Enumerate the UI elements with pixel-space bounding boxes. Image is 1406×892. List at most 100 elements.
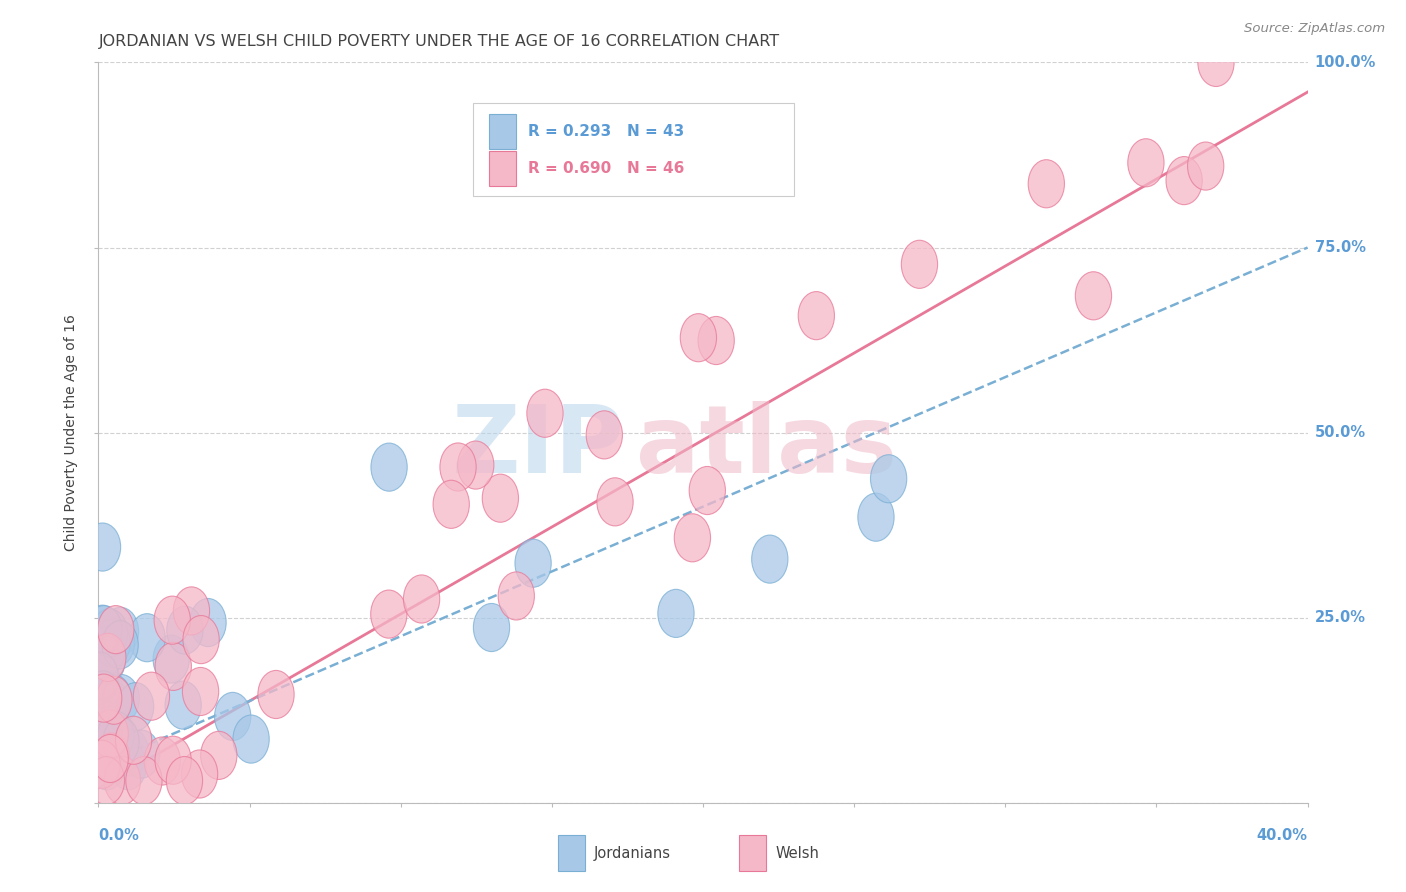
Ellipse shape [86, 660, 121, 708]
Ellipse shape [440, 443, 477, 491]
Ellipse shape [96, 676, 132, 724]
Ellipse shape [86, 674, 122, 723]
Ellipse shape [82, 652, 118, 700]
Ellipse shape [98, 618, 135, 666]
Ellipse shape [1166, 156, 1202, 204]
Ellipse shape [91, 678, 128, 726]
Ellipse shape [201, 731, 238, 780]
Ellipse shape [799, 292, 835, 340]
Ellipse shape [697, 317, 734, 365]
Ellipse shape [183, 615, 219, 664]
Ellipse shape [86, 725, 121, 773]
Ellipse shape [129, 614, 165, 662]
Text: 100.0%: 100.0% [1315, 55, 1376, 70]
Ellipse shape [96, 674, 131, 723]
Ellipse shape [689, 467, 725, 515]
Text: 75.0%: 75.0% [1315, 240, 1365, 255]
Ellipse shape [658, 590, 695, 638]
Ellipse shape [527, 389, 564, 437]
Ellipse shape [89, 636, 125, 684]
Y-axis label: Child Poverty Under the Age of 16: Child Poverty Under the Age of 16 [65, 314, 79, 551]
Ellipse shape [1028, 160, 1064, 208]
Ellipse shape [165, 681, 201, 729]
Ellipse shape [110, 742, 146, 789]
Ellipse shape [215, 692, 250, 740]
Ellipse shape [901, 240, 938, 288]
Ellipse shape [134, 673, 170, 720]
Ellipse shape [1188, 142, 1223, 190]
Ellipse shape [155, 642, 191, 690]
Ellipse shape [91, 734, 128, 782]
Ellipse shape [167, 606, 202, 654]
Ellipse shape [1076, 272, 1112, 320]
Ellipse shape [145, 737, 180, 785]
Text: atlas: atlas [637, 401, 897, 493]
Ellipse shape [404, 575, 440, 623]
Ellipse shape [371, 443, 408, 491]
Ellipse shape [89, 742, 125, 789]
Ellipse shape [112, 728, 149, 776]
Ellipse shape [84, 605, 121, 653]
FancyBboxPatch shape [489, 113, 516, 149]
FancyBboxPatch shape [558, 836, 585, 871]
Text: R = 0.690   N = 46: R = 0.690 N = 46 [527, 161, 685, 176]
Ellipse shape [89, 756, 125, 805]
Text: 40.0%: 40.0% [1257, 828, 1308, 843]
Ellipse shape [98, 711, 134, 759]
Ellipse shape [752, 535, 787, 583]
Text: R = 0.293   N = 43: R = 0.293 N = 43 [527, 124, 683, 139]
Ellipse shape [433, 480, 470, 528]
FancyBboxPatch shape [740, 836, 766, 871]
Text: ZIP: ZIP [451, 401, 624, 493]
Ellipse shape [84, 523, 121, 571]
Text: 50.0%: 50.0% [1315, 425, 1365, 440]
FancyBboxPatch shape [489, 151, 516, 186]
Ellipse shape [181, 750, 218, 798]
Ellipse shape [257, 671, 294, 719]
Ellipse shape [84, 671, 121, 719]
Ellipse shape [82, 657, 118, 704]
Ellipse shape [482, 475, 519, 522]
Ellipse shape [97, 606, 134, 654]
Ellipse shape [371, 590, 406, 638]
Ellipse shape [89, 627, 125, 675]
Ellipse shape [155, 736, 191, 784]
Ellipse shape [190, 599, 226, 647]
Ellipse shape [82, 627, 118, 675]
Ellipse shape [125, 756, 162, 805]
Text: 0.0%: 0.0% [98, 828, 139, 843]
Text: Welsh: Welsh [776, 846, 820, 861]
Ellipse shape [153, 635, 190, 683]
Ellipse shape [93, 733, 129, 781]
Ellipse shape [858, 493, 894, 541]
Ellipse shape [183, 667, 219, 715]
Ellipse shape [124, 730, 160, 778]
Ellipse shape [103, 621, 138, 669]
Ellipse shape [103, 607, 139, 656]
Ellipse shape [103, 717, 139, 765]
Ellipse shape [90, 633, 127, 681]
Ellipse shape [233, 715, 269, 764]
Ellipse shape [86, 713, 122, 761]
Ellipse shape [84, 740, 120, 789]
FancyBboxPatch shape [474, 103, 793, 195]
Ellipse shape [94, 619, 131, 667]
Ellipse shape [115, 716, 152, 764]
Ellipse shape [103, 716, 139, 764]
Ellipse shape [91, 609, 128, 657]
Ellipse shape [84, 699, 120, 747]
Ellipse shape [155, 596, 190, 644]
Ellipse shape [104, 756, 141, 805]
Ellipse shape [118, 682, 153, 731]
Ellipse shape [1128, 139, 1164, 186]
Ellipse shape [870, 455, 907, 503]
Ellipse shape [598, 478, 633, 526]
Ellipse shape [675, 514, 710, 562]
Text: JORDANIAN VS WELSH CHILD POVERTY UNDER THE AGE OF 16 CORRELATION CHART: JORDANIAN VS WELSH CHILD POVERTY UNDER T… [98, 34, 779, 49]
Ellipse shape [515, 539, 551, 587]
Text: 25.0%: 25.0% [1315, 610, 1365, 625]
Ellipse shape [586, 411, 623, 458]
Text: Source: ZipAtlas.com: Source: ZipAtlas.com [1244, 22, 1385, 36]
Ellipse shape [173, 587, 209, 635]
Ellipse shape [1198, 38, 1234, 87]
